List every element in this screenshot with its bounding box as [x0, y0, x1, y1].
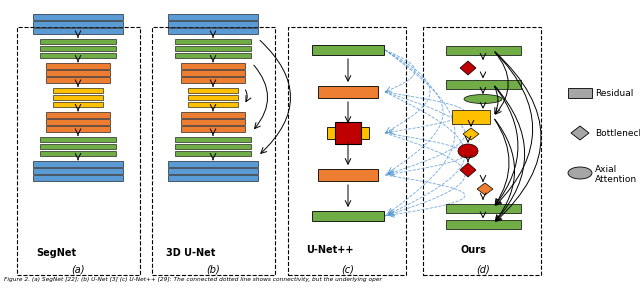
- Text: Figure 2. (a) SegNet [22]; (b) U-Net [3] (c) U-Net++ [29]: The connected dotted : Figure 2. (a) SegNet [22]; (b) U-Net [3]…: [4, 277, 382, 282]
- Bar: [40, 143, 116, 149]
- Ellipse shape: [458, 144, 478, 158]
- Bar: [33, 175, 123, 181]
- Bar: [181, 119, 245, 124]
- Bar: [445, 79, 520, 88]
- Bar: [445, 204, 520, 213]
- Bar: [188, 101, 238, 107]
- Bar: [33, 161, 123, 166]
- Text: SegNet: SegNet: [36, 248, 76, 258]
- Bar: [423, 27, 541, 275]
- Bar: [168, 161, 258, 166]
- Bar: [53, 101, 103, 107]
- Bar: [175, 46, 251, 51]
- Bar: [17, 27, 140, 275]
- Text: (d): (d): [476, 265, 490, 275]
- Bar: [181, 70, 245, 75]
- Ellipse shape: [464, 94, 502, 103]
- Bar: [40, 39, 116, 44]
- Text: (a): (a): [71, 265, 84, 275]
- Bar: [40, 137, 116, 142]
- Polygon shape: [460, 163, 476, 177]
- Bar: [318, 169, 378, 181]
- Bar: [445, 219, 520, 228]
- Bar: [181, 63, 245, 69]
- Bar: [335, 122, 361, 144]
- Bar: [175, 52, 251, 58]
- Text: Ours: Ours: [460, 245, 486, 255]
- Bar: [46, 126, 110, 132]
- Bar: [175, 151, 251, 156]
- Bar: [168, 175, 258, 181]
- Bar: [181, 112, 245, 118]
- Bar: [312, 211, 384, 221]
- Bar: [175, 39, 251, 44]
- Bar: [327, 127, 369, 139]
- Bar: [46, 119, 110, 124]
- Bar: [152, 27, 275, 275]
- Text: Residual: Residual: [595, 88, 634, 98]
- Bar: [46, 112, 110, 118]
- Bar: [46, 77, 110, 82]
- Text: U-Net++: U-Net++: [307, 245, 354, 255]
- Text: 3D U-Net: 3D U-Net: [166, 248, 216, 258]
- Bar: [46, 63, 110, 69]
- Polygon shape: [463, 128, 479, 140]
- Bar: [568, 88, 592, 98]
- Bar: [33, 28, 123, 33]
- Bar: [33, 14, 123, 20]
- Bar: [53, 88, 103, 93]
- Text: (b): (b): [206, 265, 220, 275]
- Bar: [46, 70, 110, 75]
- Bar: [40, 151, 116, 156]
- Text: Bottleneck: Bottleneck: [595, 128, 640, 137]
- Bar: [40, 52, 116, 58]
- Polygon shape: [477, 183, 493, 195]
- Bar: [168, 14, 258, 20]
- Bar: [188, 88, 238, 93]
- Polygon shape: [571, 126, 589, 140]
- Ellipse shape: [568, 167, 592, 179]
- Bar: [168, 21, 258, 26]
- Bar: [168, 28, 258, 33]
- Bar: [175, 137, 251, 142]
- Bar: [40, 46, 116, 51]
- Bar: [312, 45, 384, 55]
- Bar: [168, 168, 258, 173]
- Bar: [452, 110, 490, 124]
- Bar: [33, 21, 123, 26]
- Bar: [175, 143, 251, 149]
- Text: Axial: Axial: [595, 164, 617, 173]
- Bar: [53, 94, 103, 100]
- Text: Attention: Attention: [595, 175, 637, 183]
- Bar: [181, 126, 245, 132]
- Bar: [445, 46, 520, 54]
- Polygon shape: [460, 61, 476, 75]
- Bar: [318, 86, 378, 98]
- Bar: [188, 94, 238, 100]
- Bar: [33, 168, 123, 173]
- Bar: [181, 77, 245, 82]
- Text: (c): (c): [342, 265, 355, 275]
- Bar: [288, 27, 406, 275]
